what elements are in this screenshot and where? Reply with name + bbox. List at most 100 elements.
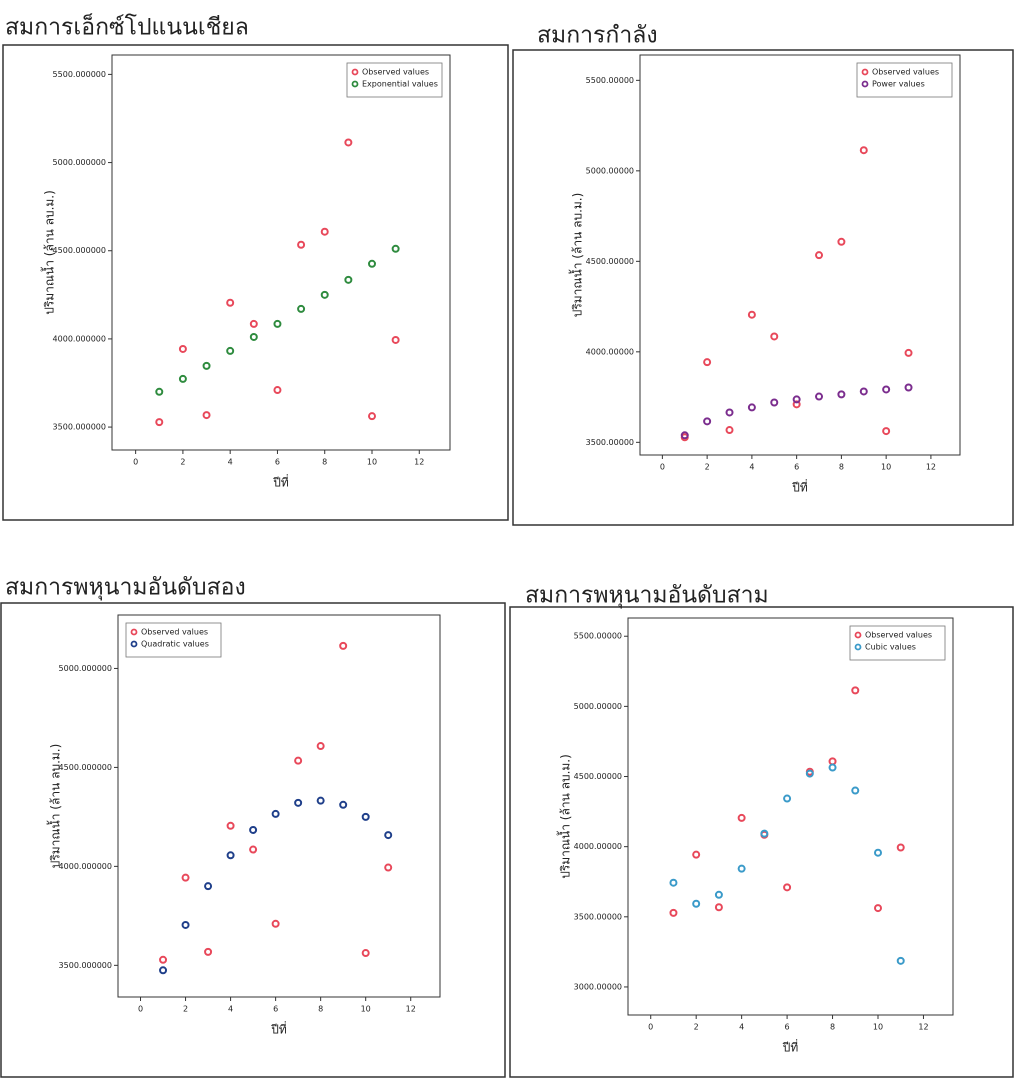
data-point <box>339 641 348 650</box>
data-point <box>714 890 723 899</box>
data-point <box>316 796 325 805</box>
legend-marker <box>854 631 862 639</box>
data-point <box>703 358 712 367</box>
y-axis-label: ปริมาณน้ำ (ล้าน ลบ.ม.) <box>557 754 573 879</box>
y-tick-label: 4000.000000 <box>59 862 112 871</box>
x-tick-label: 12 <box>406 1005 416 1014</box>
x-tick-label: 10 <box>361 1005 371 1014</box>
data-point <box>669 878 678 887</box>
y-tick-label: 3500.000000 <box>53 423 106 432</box>
chart-title: สมการพหุนามอันดับสอง <box>5 575 246 601</box>
data-point <box>204 882 213 891</box>
data-point <box>226 821 235 830</box>
data-point <box>837 390 846 399</box>
data-point <box>896 956 905 965</box>
data-point <box>737 813 746 822</box>
legend-label: Exponential values <box>362 80 438 89</box>
y-tick-label: 5000.000000 <box>59 664 112 673</box>
data-point <box>294 798 303 807</box>
y-tick-label: 3500.00000 <box>574 912 622 921</box>
x-tick-label: 8 <box>830 1023 835 1032</box>
data-point <box>792 400 801 409</box>
data-point <box>815 251 824 260</box>
data-point <box>747 310 756 319</box>
y-tick-label: 3500.000000 <box>59 961 112 970</box>
y-tick-label: 4500.000000 <box>53 246 106 255</box>
plot-area <box>117 614 441 998</box>
x-tick-label: 8 <box>318 1005 323 1014</box>
data-point <box>226 851 235 860</box>
data-point <box>181 873 190 882</box>
data-point <box>792 395 801 404</box>
data-point <box>202 361 211 370</box>
data-point <box>859 146 868 155</box>
data-point <box>680 431 689 440</box>
data-point <box>202 411 211 420</box>
y-tick-label: 4000.000000 <box>53 334 106 343</box>
data-point <box>725 426 734 435</box>
legend-marker <box>861 68 869 76</box>
x-tick-label: 2 <box>183 1005 188 1014</box>
y-tick-label: 4500.00000 <box>574 772 622 781</box>
x-tick-label: 8 <box>839 463 844 472</box>
y-tick-label: 5500.00000 <box>574 632 622 641</box>
panel-border <box>509 606 1014 1078</box>
x-tick-label: 2 <box>705 463 710 472</box>
data-point <box>692 899 701 908</box>
data-point <box>155 418 164 427</box>
x-tick-label: 6 <box>273 1005 278 1014</box>
chart-title: สมการพหุนามอันดับสาม <box>525 583 769 609</box>
data-point <box>384 863 393 872</box>
x-axis-label: ปีที่ <box>273 474 289 490</box>
y-tick-label: 4500.00000 <box>586 257 634 266</box>
legend-marker <box>130 628 138 636</box>
data-point <box>297 304 306 313</box>
data-point <box>273 319 282 328</box>
data-point <box>159 966 168 975</box>
data-point <box>837 237 846 246</box>
plot-area <box>111 54 451 451</box>
chart-title: สมการเอ็กซ์โปแนนเชียล <box>5 12 249 41</box>
data-point <box>361 949 370 958</box>
data-point <box>770 398 779 407</box>
data-point <box>391 335 400 344</box>
data-point <box>874 848 882 857</box>
data-point <box>874 904 882 913</box>
legend-label: Observed values <box>872 68 939 77</box>
legend-label: Observed values <box>362 68 429 77</box>
data-point <box>344 275 353 284</box>
x-tick-label: 6 <box>785 1023 790 1032</box>
y-tick-label: 5000.00000 <box>586 166 634 175</box>
y-axis-label: ปริมาณน้ำ (ล้าน ลบ.ม.) <box>569 193 585 318</box>
data-point <box>783 883 792 892</box>
x-tick-label: 10 <box>367 458 377 467</box>
x-tick-label: 4 <box>228 1005 233 1014</box>
data-point <box>828 763 837 772</box>
data-point <box>271 919 280 928</box>
x-tick-label: 6 <box>794 463 799 472</box>
data-point <box>181 920 190 929</box>
data-point <box>339 800 348 809</box>
legend-box <box>856 62 953 98</box>
data-point <box>805 769 814 778</box>
data-point <box>828 757 837 766</box>
data-point <box>770 332 779 341</box>
data-point <box>384 831 393 840</box>
data-point <box>178 344 187 353</box>
data-point <box>271 809 280 818</box>
data-point <box>226 298 235 307</box>
x-axis-label: ปีที่ <box>792 479 808 495</box>
x-tick-label: 10 <box>873 1023 883 1032</box>
y-tick-label: 5500.00000 <box>586 76 634 85</box>
x-tick-label: 2 <box>180 458 185 467</box>
data-point <box>669 908 678 917</box>
x-tick-label: 0 <box>138 1005 143 1014</box>
data-point <box>882 427 891 436</box>
data-point <box>882 385 891 394</box>
data-point <box>320 290 329 299</box>
x-axis-label: ปีที่ <box>782 1039 798 1055</box>
legend-label: Cubic values <box>865 643 916 652</box>
legend-marker <box>130 640 138 648</box>
plot-area <box>627 617 954 1016</box>
